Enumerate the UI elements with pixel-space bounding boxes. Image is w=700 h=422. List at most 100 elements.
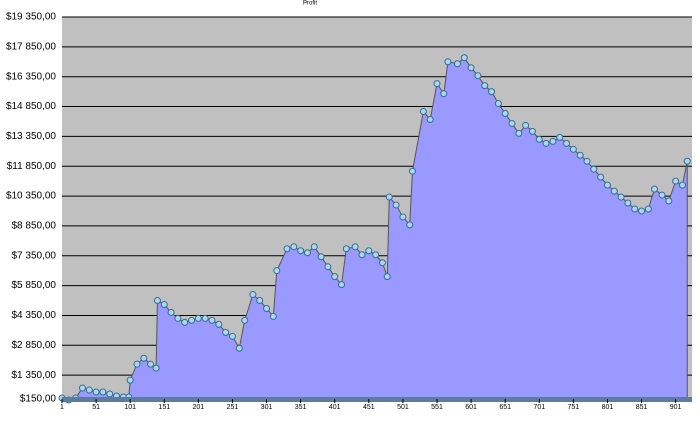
y-tick-label: $4 350,00 bbox=[12, 310, 57, 321]
marker bbox=[481, 82, 489, 90]
x-tick-label: 601 bbox=[465, 404, 477, 411]
marker bbox=[317, 253, 325, 261]
marker bbox=[188, 316, 196, 324]
x-tick-label: 201 bbox=[193, 404, 205, 411]
marker bbox=[590, 165, 598, 173]
y-tick-label: $11 850,00 bbox=[7, 161, 57, 172]
marker bbox=[433, 80, 441, 88]
marker bbox=[678, 181, 686, 189]
marker bbox=[440, 90, 448, 98]
marker bbox=[638, 207, 646, 215]
x-tick-label: 801 bbox=[602, 404, 614, 411]
marker bbox=[474, 72, 482, 80]
x-tick-label: 851 bbox=[636, 404, 648, 411]
marker bbox=[399, 213, 407, 221]
marker bbox=[426, 115, 434, 123]
y-tick-label: $13 350,00 bbox=[6, 131, 56, 142]
marker bbox=[556, 133, 564, 141]
marker bbox=[283, 245, 291, 253]
marker bbox=[406, 221, 414, 229]
marker bbox=[372, 251, 380, 259]
marker bbox=[215, 320, 223, 328]
marker bbox=[444, 58, 452, 66]
marker bbox=[152, 364, 160, 372]
marker bbox=[324, 263, 332, 271]
marker bbox=[515, 129, 523, 137]
marker bbox=[228, 332, 236, 340]
marker bbox=[651, 185, 658, 193]
marker bbox=[126, 376, 134, 384]
marker bbox=[542, 139, 550, 147]
marker bbox=[631, 205, 639, 213]
marker bbox=[665, 197, 673, 205]
x-tick-label: 651 bbox=[499, 404, 511, 411]
marker bbox=[494, 100, 502, 108]
x-tick-label: 751 bbox=[568, 404, 580, 411]
y-tick-label: $8 850,00 bbox=[12, 221, 57, 232]
y-tick-label: $150,00 bbox=[20, 394, 57, 405]
marker bbox=[583, 157, 591, 165]
x-tick-label: 251 bbox=[227, 404, 239, 411]
marker bbox=[683, 157, 691, 165]
marker bbox=[617, 193, 625, 201]
marker bbox=[658, 191, 666, 199]
marker bbox=[549, 137, 557, 145]
x-axis-bar bbox=[62, 397, 692, 402]
marker bbox=[78, 384, 86, 392]
marker bbox=[174, 314, 182, 322]
marker bbox=[501, 109, 509, 117]
marker bbox=[610, 187, 618, 195]
marker bbox=[488, 88, 496, 96]
marker bbox=[194, 314, 202, 322]
chart-title: Profit bbox=[303, 1, 317, 7]
marker bbox=[133, 360, 141, 368]
marker bbox=[358, 251, 366, 259]
marker bbox=[467, 64, 475, 72]
marker bbox=[365, 247, 373, 255]
x-tick-label: 301 bbox=[261, 404, 273, 411]
y-tick-label: $17 850,00 bbox=[6, 41, 56, 52]
marker bbox=[290, 243, 298, 251]
marker bbox=[644, 205, 652, 213]
x-tick-label: 901 bbox=[670, 404, 682, 411]
marker bbox=[222, 328, 230, 336]
x-tick-label: 551 bbox=[431, 404, 443, 411]
y-tick-label: $1 350,00 bbox=[12, 370, 57, 381]
x-tick-label: 101 bbox=[124, 404, 136, 411]
marker bbox=[378, 259, 386, 267]
marker bbox=[92, 388, 100, 396]
marker bbox=[303, 249, 311, 257]
x-tick-label: 1 bbox=[60, 404, 64, 411]
marker bbox=[419, 108, 427, 116]
marker bbox=[140, 354, 148, 362]
x-tick-label: 401 bbox=[329, 404, 341, 411]
marker bbox=[310, 243, 318, 251]
y-tick-label: $5 850,00 bbox=[12, 280, 57, 291]
x-tick-label: 501 bbox=[397, 404, 409, 411]
marker bbox=[269, 312, 277, 320]
marker bbox=[383, 273, 391, 281]
marker bbox=[99, 388, 107, 396]
marker bbox=[624, 199, 632, 207]
marker bbox=[297, 247, 305, 255]
y-tick-label: $16 350,00 bbox=[6, 71, 56, 82]
marker bbox=[522, 121, 530, 129]
marker bbox=[351, 243, 359, 251]
y-tick-label: $14 850,00 bbox=[6, 101, 56, 112]
marker bbox=[597, 173, 605, 181]
x-tick-label: 701 bbox=[533, 404, 545, 411]
y-tick-label: $19 350,00 bbox=[6, 12, 56, 23]
marker bbox=[563, 139, 571, 147]
marker bbox=[181, 318, 189, 326]
marker bbox=[249, 291, 257, 299]
marker bbox=[569, 145, 577, 153]
x-tick-label: 351 bbox=[295, 404, 307, 411]
y-tick-label: $10 350,00 bbox=[6, 191, 56, 202]
marker bbox=[392, 201, 400, 209]
marker bbox=[153, 297, 161, 305]
marker bbox=[672, 177, 680, 185]
marker bbox=[201, 314, 209, 322]
x-tick-label: 451 bbox=[363, 404, 375, 411]
marker bbox=[528, 127, 536, 135]
